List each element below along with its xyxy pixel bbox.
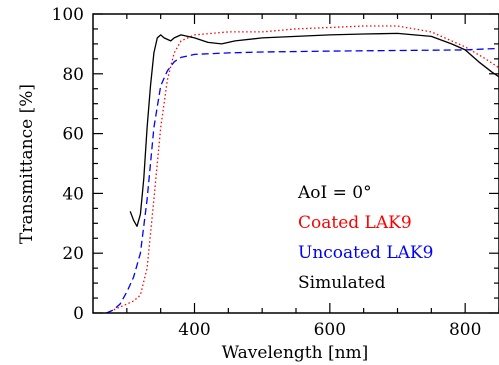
annotation-aoi: AoI = 0° — [297, 183, 372, 203]
series-line-coated-lak9 — [106, 25, 499, 314]
tick-labels: 400 600 800 0 20 40 60 80 100 — [52, 5, 482, 340]
plot-area — [106, 25, 499, 314]
series-line-uncoated-lak9 — [106, 47, 499, 314]
series-line-simulated — [129, 32, 499, 227]
y-tick-label: 20 — [62, 244, 84, 264]
y-axis-label: Transmittance [%] — [17, 84, 37, 244]
y-tick-label: 0 — [73, 304, 84, 324]
y-tick-label: 80 — [62, 65, 84, 85]
plot-frame — [92, 13, 499, 314]
legend: AoI = 0° Coated LAK9 Uncoated LAK9 Simul… — [297, 183, 433, 293]
y-tick-label: 60 — [62, 125, 84, 145]
x-axis-label: Wavelength [nm] — [222, 343, 369, 363]
x-tick-label: 400 — [178, 320, 210, 340]
legend-coated-lak9: Coated LAK9 — [298, 213, 412, 233]
y-tick-label: 40 — [62, 184, 84, 204]
x-tick-label: 800 — [449, 320, 481, 340]
legend-simulated: Simulated — [298, 273, 386, 293]
x-tick-label: 600 — [314, 320, 346, 340]
y-tick-label: 100 — [52, 5, 84, 25]
legend-uncoated-lak9: Uncoated LAK9 — [298, 243, 433, 263]
